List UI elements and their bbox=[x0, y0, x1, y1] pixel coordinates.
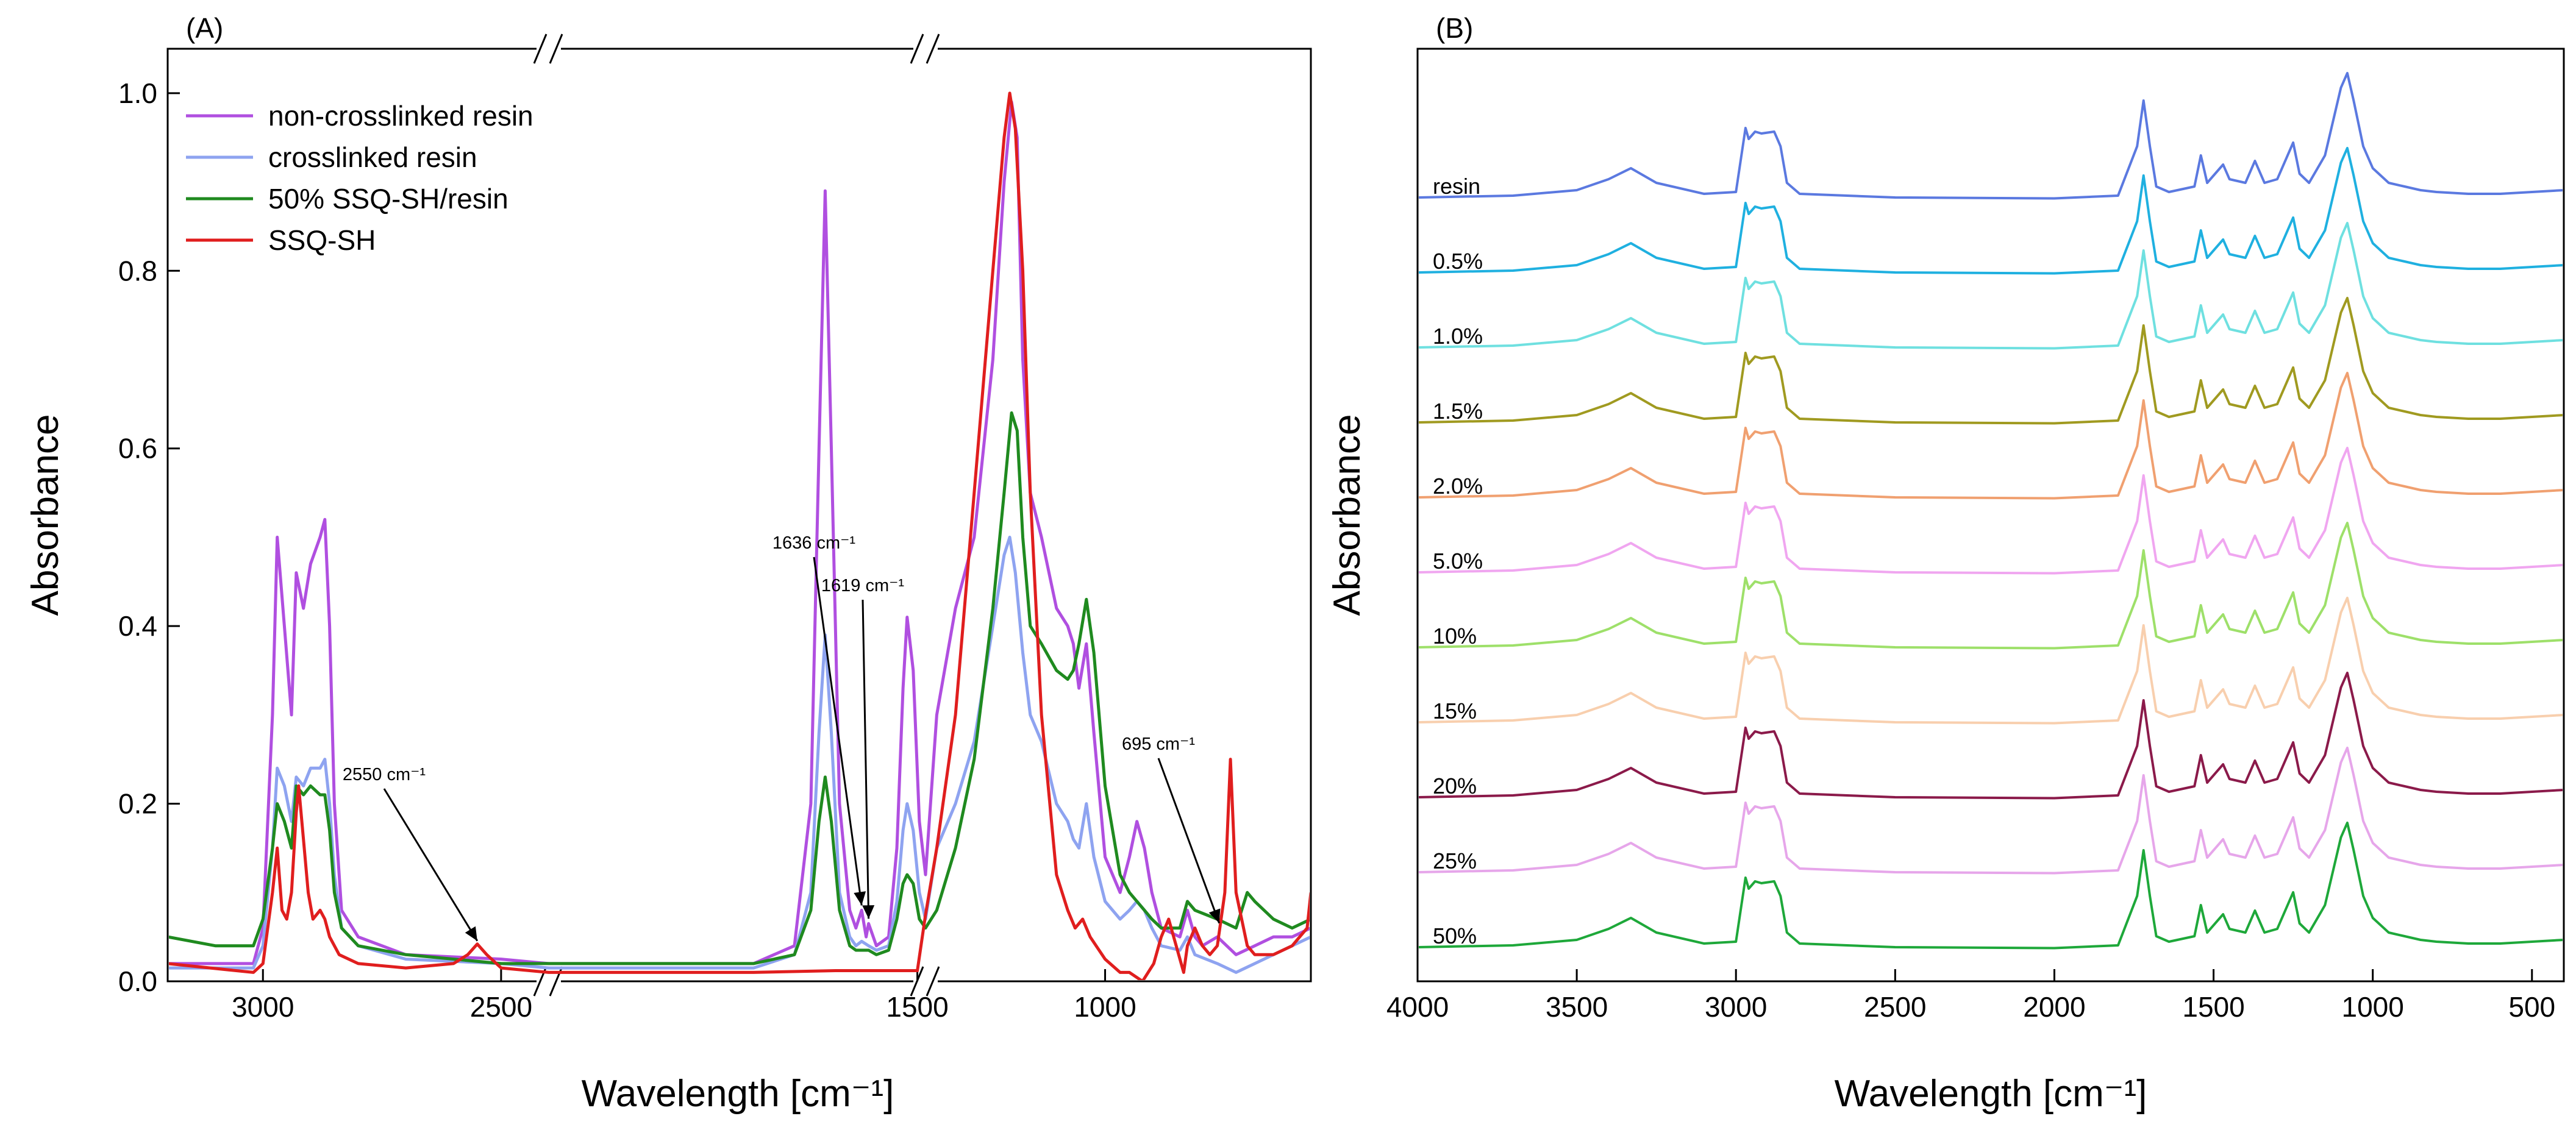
y-tick-label: 0.2 bbox=[118, 788, 157, 820]
annotation-arrowhead bbox=[862, 905, 875, 919]
y-tick-label: 0.0 bbox=[118, 965, 157, 997]
trace-label: resin bbox=[1433, 174, 1480, 199]
panel-b-frame bbox=[1416, 48, 2565, 983]
axis-break-top-1 bbox=[533, 34, 563, 64]
panel-b-x-ticks: 4000 3500 3000 2500 2000 1500 1000 500 bbox=[1386, 969, 2555, 1023]
annotation-arrow bbox=[1157, 758, 1221, 924]
trace-label: 50% bbox=[1433, 923, 1477, 948]
annotation-arrowhead bbox=[854, 891, 866, 906]
x-tick-label: 3500 bbox=[1546, 991, 1608, 1023]
panel-b: (B) 4000 3500 3000 2500 2000 1500 1000 500 resi… bbox=[1326, 12, 2565, 1115]
annotation-arrowhead bbox=[465, 926, 477, 941]
legend-label: non-crosslinked resin bbox=[268, 100, 533, 132]
stacked-spectrum bbox=[1419, 447, 2563, 575]
panel-b-series bbox=[1419, 72, 2563, 950]
y-tick-label: 1.0 bbox=[118, 77, 157, 109]
trace-label: 2.0% bbox=[1433, 474, 1483, 499]
stacked-spectrum bbox=[1419, 522, 2563, 650]
stacked-spectrum bbox=[1419, 147, 2563, 275]
trace-label: 10% bbox=[1433, 624, 1477, 649]
stacked-spectrum bbox=[1419, 672, 2563, 800]
stacked-spectrum bbox=[1419, 297, 2563, 425]
y-tick-label: 0.8 bbox=[118, 255, 157, 286]
legend-entry: non-crosslinked resin bbox=[186, 100, 533, 132]
panel-a-label: (A) bbox=[186, 12, 223, 44]
stacked-spectrum bbox=[1419, 822, 2563, 950]
trace-label: 0.5% bbox=[1433, 249, 1483, 274]
series-line-non-crosslinked-resin bbox=[169, 100, 1310, 965]
series-line-50-ssq-sh-resin bbox=[169, 411, 1310, 965]
trace-label: 1.0% bbox=[1433, 324, 1483, 349]
annotation-arrow bbox=[383, 788, 479, 942]
x-tick-label: 1500 bbox=[886, 991, 948, 1023]
series-line-ssq-sh bbox=[169, 91, 1310, 980]
stacked-spectrum bbox=[1419, 747, 2563, 875]
panel-b-x-axis-title: Wavelength [cm⁻¹] bbox=[1835, 1073, 2147, 1115]
axis-break-top-2 bbox=[910, 34, 940, 64]
annotation-label: 1636 cm⁻¹ bbox=[772, 533, 856, 553]
panel-a: (A) 0.0 0.2 0.4 0.6 0.8 1.0 3000 2500 1500 1000 bbox=[24, 12, 1312, 1115]
x-tick-label: 2500 bbox=[1864, 991, 1926, 1023]
panel-a-annotations: 2550 cm⁻¹ 1636 cm⁻¹ 1619 cm⁻¹ 695 cm⁻¹ bbox=[343, 533, 1221, 942]
panel-a-x-axis-title: Wavelength [cm⁻¹] bbox=[582, 1073, 894, 1115]
x-tick-label: 4000 bbox=[1386, 991, 1449, 1023]
x-tick-label: 1000 bbox=[2341, 991, 2403, 1023]
trace-label: 1.5% bbox=[1433, 399, 1483, 424]
stacked-spectrum bbox=[1419, 597, 2563, 725]
legend-entry: SSQ-SH bbox=[186, 224, 376, 256]
annotation-label: 695 cm⁻¹ bbox=[1122, 734, 1195, 754]
annotation-label: 2550 cm⁻¹ bbox=[343, 765, 426, 784]
panel-b-y-axis-title: Absorbance bbox=[1326, 414, 1368, 616]
x-tick-label: 2500 bbox=[470, 991, 532, 1023]
annotation-arrowhead bbox=[1208, 908, 1221, 923]
annotation-label: 1619 cm⁻¹ bbox=[821, 576, 905, 595]
legend-entry: crosslinked resin bbox=[186, 141, 477, 173]
panel-a-legend: non-crosslinked resin crosslinked resin … bbox=[186, 100, 533, 256]
trace-label: 20% bbox=[1433, 773, 1477, 798]
stacked-spectrum bbox=[1419, 72, 2563, 200]
legend-entry: 50% SSQ-SH/resin bbox=[186, 183, 508, 215]
panel-b-label: (B) bbox=[1436, 12, 1473, 44]
legend-label: 50% SSQ-SH/resin bbox=[268, 183, 508, 215]
x-tick-label: 500 bbox=[2508, 991, 2555, 1023]
legend-label: crosslinked resin bbox=[268, 141, 477, 173]
y-tick-label: 0.4 bbox=[118, 610, 157, 642]
trace-label: 25% bbox=[1433, 848, 1477, 873]
stacked-spectrum bbox=[1419, 372, 2563, 500]
stacked-spectrum bbox=[1419, 222, 2563, 350]
y-tick-label: 0.6 bbox=[118, 433, 157, 464]
series-line-crosslinked-resin bbox=[169, 535, 1310, 974]
panel-a-y-ticks: 0.0 0.2 0.4 0.6 0.8 1.0 bbox=[118, 77, 180, 997]
x-tick-label: 3000 bbox=[232, 991, 294, 1023]
x-tick-label: 1000 bbox=[1074, 991, 1136, 1023]
annotation-arrow bbox=[862, 599, 870, 919]
panel-a-y-axis-title: Absorbance bbox=[24, 414, 66, 616]
panel-a-x-ticks: 3000 2500 1500 1000 bbox=[232, 969, 1136, 1023]
x-tick-label: 3000 bbox=[1705, 991, 1767, 1023]
x-tick-label: 1500 bbox=[2182, 991, 2244, 1023]
x-tick-label: 2000 bbox=[2023, 991, 2085, 1023]
panel-b-trace-labels: resin 0.5% 1.0% 1.5% 2.0% 5.0% 10% 15% 20% 25% 50% bbox=[1433, 174, 1483, 948]
legend-label: SSQ-SH bbox=[268, 224, 376, 256]
trace-label: 5.0% bbox=[1433, 549, 1483, 574]
panel-a-frame bbox=[166, 48, 1312, 983]
annotation-arrow bbox=[813, 556, 863, 906]
trace-label: 15% bbox=[1433, 698, 1477, 723]
panel-a-series bbox=[169, 91, 1310, 980]
